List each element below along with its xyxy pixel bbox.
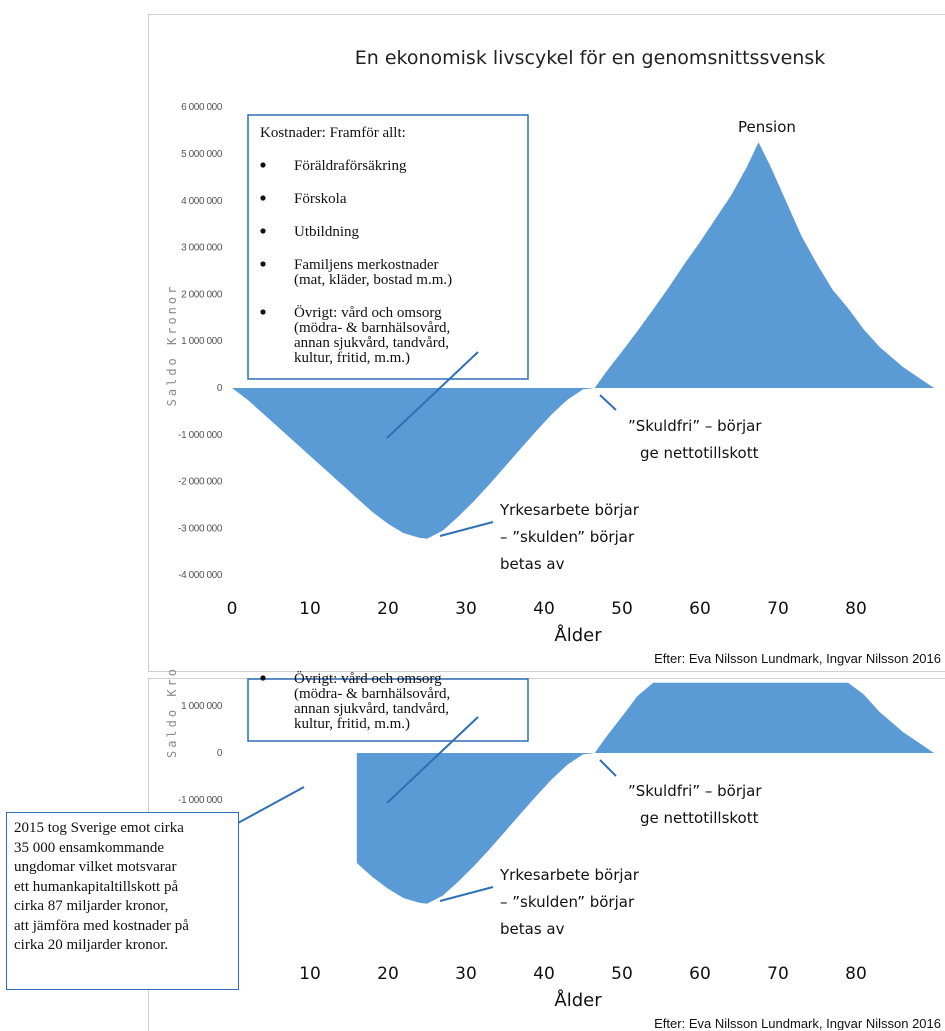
lower-x-tick-label: 60 [689,964,711,984]
costs-item-line: Förskola [294,191,347,207]
note-line: 35 000 ensamkommande [14,839,164,856]
y-tick-label: -3 000 000 [178,523,223,534]
immigration-note-box: 2015 tog Sverige emot cirka 35 000 ensam… [6,812,239,990]
lower-y-tick-label: -1 000 000 [178,795,223,806]
costs-item-line: kultur, fritid, m.m.) [294,350,410,366]
costs-item-line: Övrigt: vård och omsorg [294,304,442,321]
lower-skuldfri-pointer-line [599,759,617,777]
bullet-icon [260,261,266,267]
lower-yrke-label-line1: Yrkesarbete börjar [499,866,640,884]
x-tick-label: 30 [455,599,477,619]
x-tick-label: 50 [611,599,633,619]
y-tick-label: -1 000 000 [178,430,223,441]
x-tick-label: 40 [533,599,555,619]
x-tick-label: 20 [377,599,399,619]
lower-yrke-pointer-line [439,886,494,902]
x-tick-label: 60 [689,599,711,619]
lower-yrke-label-line3: betas av [500,920,565,938]
note-line: cirka 20 miljarder kronor. [14,937,169,953]
lower-box-line: Övrigt: vård och omsorg [294,670,442,687]
lower-x-tick-label: 10 [299,964,321,984]
source-note: Efter: Eva Nilsson Lundmark, Ingvar Nils… [654,651,941,666]
lower-x-tick-label: 40 [533,964,555,984]
y-tick-label: 6 000 000 [181,102,223,113]
lower-source-note: Efter: Eva Nilsson Lundmark, Ingvar Nils… [654,1016,941,1030]
bullet-icon [260,675,266,681]
note-line: ett humankapitaltillskott på [14,878,179,895]
bullet-icon [260,162,266,168]
x-tick-label: 10 [299,599,321,619]
costs-pointer-line [386,351,479,439]
note-pointer-line [237,786,305,824]
costs-item-line: (mödra- & barnhälsovård, [294,320,450,336]
bottom-area-series [356,682,934,904]
lower-costs-pointer-line [386,716,479,804]
x-axis-label: Ålder [554,624,602,646]
lower-y-axis-label: Saldo Kro [165,666,179,758]
lower-box-line: annan sjukvård, tandvård, [294,701,449,717]
y-tick-label: 3 000 000 [181,243,223,254]
yrke-pointer-line [439,521,494,537]
costs-box-heading: Kostnader: Framför allt: [260,125,406,141]
bullet-icon [260,195,266,201]
lower-y-tick-label: 0 [217,748,223,759]
bullet-icon [260,309,266,315]
y-axis-label: Saldo Kronor [165,284,179,407]
y-tick-label: 0 [217,383,223,394]
y-tick-label: -2 000 000 [178,477,223,488]
lower-x-tick-label: 30 [455,964,477,984]
lower-skuldfri-label-line1: ”Skuldfri” – börjar [628,782,762,800]
lower-yrke-label-line2: – ”skulden” börjar [500,893,635,911]
pension-label: Pension [738,118,796,136]
x-tick-label: 70 [767,599,789,619]
yrke-label-line1: Yrkesarbete börjar [499,501,640,519]
lower-skuldfri-label-line2: ge nettotillskott [640,809,759,827]
bullet-icon [260,228,266,234]
lower-costs-box [247,678,529,742]
y-tick-label: 4 000 000 [181,196,223,207]
yrke-label-line3: betas av [500,555,565,573]
lower-y-tick-label: 1 000 000 [181,701,223,712]
skuldfri-label-line1: ”Skuldfri” – börjar [628,417,762,435]
costs-item-line: Föräldraförsäkring [294,158,407,174]
lower-x-tick-label: 80 [845,964,867,984]
lower-x-tick-label: 20 [377,964,399,984]
costs-item-line: Utbildning [294,224,360,240]
x-tick-label: 80 [845,599,867,619]
skuldfri-label-line2: ge nettotillskott [640,444,759,462]
note-line: 2015 tog Sverige emot cirka [14,820,184,836]
lower-x-tick-label: 70 [767,964,789,984]
yrke-label-line2: – ”skulden” börjar [500,528,635,546]
y-tick-label: -4 000 000 [178,570,223,581]
note-line: att jämföra med kostnader på [14,917,189,934]
x-tick-label: 0 [227,599,238,619]
lower-box-line: (mödra- & barnhälsovård, [294,686,450,702]
costs-item-line: Familjens merkostnader [294,257,439,273]
costs-item-line: annan sjukvård, tandvård, [294,335,449,351]
costs-box [247,114,529,380]
y-tick-label: 2 000 000 [181,289,223,300]
skuldfri-pointer-line [599,394,617,411]
chart-title: En ekonomisk livscykel för en genomsnitt… [355,47,826,69]
note-line: cirka 87 miljarder kronor, [14,898,169,914]
lower-box-line: kultur, fritid, m.m.) [294,716,410,732]
top-area-series [232,142,934,539]
lower-x-axis-label: Ålder [554,989,602,1011]
costs-item-line: (mat, kläder, bostad m.m.) [294,272,452,288]
note-line: ungdomar vilket motsvarar [14,859,177,875]
y-tick-label: 1 000 000 [181,336,223,347]
lower-x-tick-label: 50 [611,964,633,984]
y-tick-label: 5 000 000 [181,149,223,160]
